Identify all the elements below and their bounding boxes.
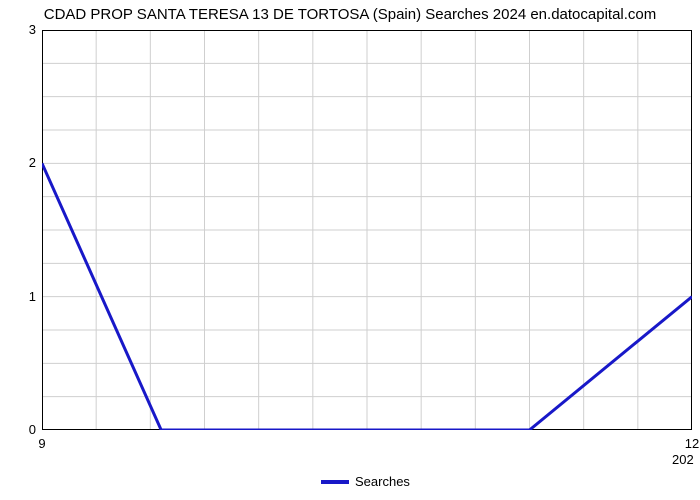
x-tick-label: 12 [685,436,699,451]
y-tick-label: 2 [16,155,36,170]
plot-area [42,30,692,430]
plot-svg [42,30,692,430]
legend-label: Searches [355,474,410,489]
legend: Searches [321,474,410,489]
y-tick-label: 0 [16,422,36,437]
chart-title: CDAD PROP SANTA TERESA 13 DE TORTOSA (Sp… [0,6,700,23]
x-secondary-label: 202 [672,452,694,467]
legend-swatch [321,480,349,484]
y-tick-label: 1 [16,289,36,304]
chart-root: CDAD PROP SANTA TERESA 13 DE TORTOSA (Sp… [0,0,700,500]
y-tick-label: 3 [16,22,36,37]
x-tick-label: 9 [38,436,45,451]
